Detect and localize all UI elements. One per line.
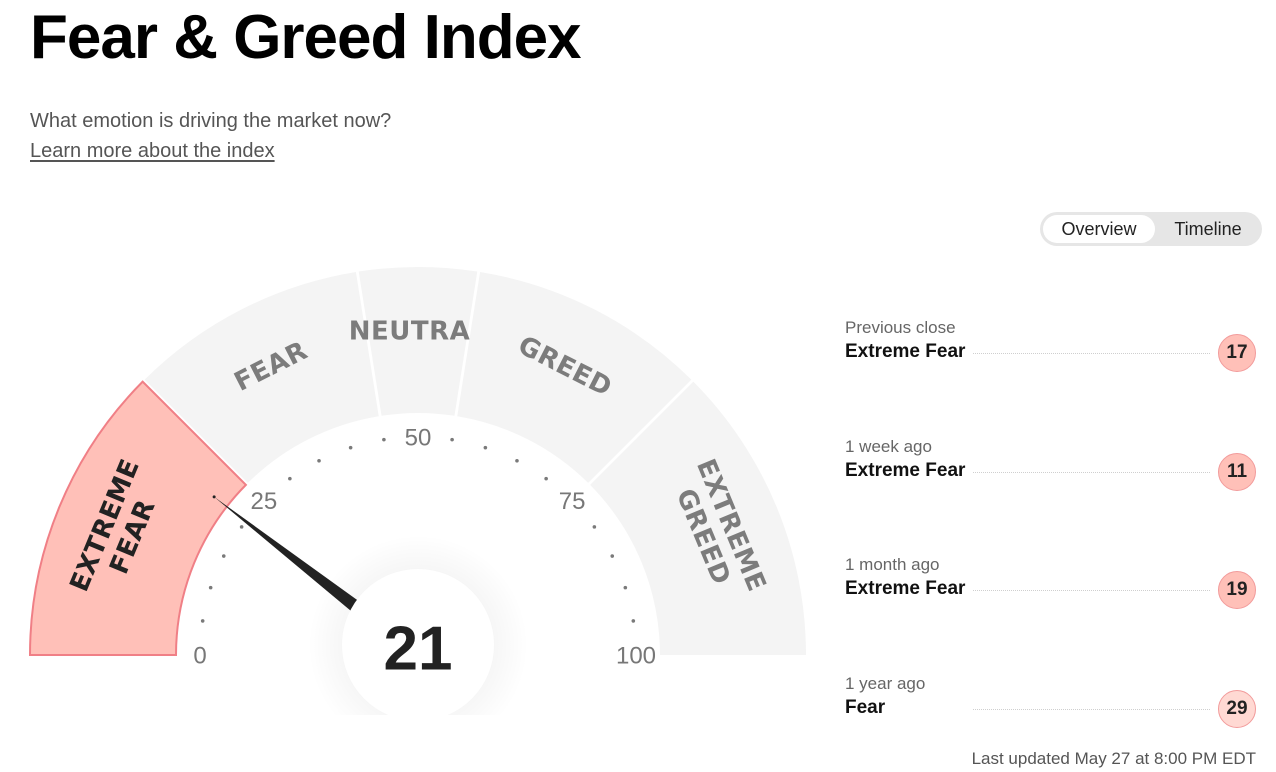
- gauge-tick-dot: [221, 554, 226, 558]
- toggle-timeline[interactable]: Timeline: [1174, 219, 1242, 239]
- gauge-tick-label: 50: [405, 424, 432, 451]
- gauge-tick-dot: [200, 619, 205, 623]
- history-label: Previous close: [845, 318, 956, 337]
- gauge-tick-dot: [515, 458, 519, 463]
- gauge-segment-extreme-fear: [28, 380, 248, 656]
- gauge-tick-dot: [592, 525, 597, 529]
- gauge-segment-extreme-greed: [590, 381, 806, 655]
- page-title: Fear & Greed Index: [30, 3, 582, 72]
- history-leader: [973, 590, 1210, 591]
- history-label: 1 year ago: [845, 674, 926, 693]
- gauge-tick-dot: [208, 585, 213, 590]
- gauge-tick-dot: [348, 445, 353, 450]
- gauge-segment-fear: [144, 271, 379, 483]
- gauge-tick-dot: [288, 476, 292, 481]
- last-updated-text: Last updated May 27 at 8:00 PM EDT: [971, 749, 1256, 768]
- toggle-overview[interactable]: Overview: [1043, 215, 1155, 243]
- gauge-tick-label: 0: [193, 642, 206, 669]
- history-rating: Extreme Fear: [845, 578, 966, 599]
- history-item-1-year-ago: 1 year ago Fear 29: [845, 674, 1260, 728]
- gauge-needle-tip: [212, 495, 216, 499]
- history-leader: [973, 472, 1210, 473]
- gauge-needle: [214, 496, 375, 624]
- history-score-badge: 29: [1218, 690, 1256, 728]
- gauge-tick-dot: [239, 525, 244, 529]
- history-leader: [973, 709, 1210, 710]
- learn-more-link[interactable]: Learn more about the index: [30, 140, 275, 162]
- gauge-tick-dot: [450, 437, 454, 442]
- page-subtitle: What emotion is driving the market now?: [30, 110, 392, 132]
- gauge-tick-dot: [317, 458, 321, 463]
- gauge-tick-label: 25: [250, 488, 277, 515]
- gauge-tick-dot: [544, 476, 548, 481]
- history-score-badge: 19: [1218, 571, 1256, 609]
- gauge-tick-label: 75: [559, 488, 586, 515]
- gauge-segment-greed: [457, 271, 692, 483]
- history-label: 1 month ago: [845, 555, 940, 574]
- gauge-tick-dot: [623, 585, 628, 590]
- history-score-badge: 11: [1218, 453, 1256, 491]
- history-rating: Fear: [845, 697, 886, 718]
- gauge-tick-dot: [610, 554, 615, 558]
- gauge-value: 21: [384, 614, 453, 683]
- history-item-previous-close: Previous close Extreme Fear 17: [845, 318, 1260, 372]
- history-rating: Extreme Fear: [845, 460, 966, 481]
- view-toggle: Overview Timeline: [1040, 212, 1262, 246]
- history-leader: [973, 353, 1210, 354]
- history-score-badge: 17: [1218, 334, 1256, 372]
- gauge-tick-dot: [382, 437, 386, 442]
- history-rating: Extreme Fear: [845, 341, 966, 362]
- gauge-segment-label: NEUTRAL: [349, 317, 488, 347]
- gauge-tick-dot: [631, 619, 636, 623]
- gauge-center-disc: [342, 569, 494, 715]
- gauge-tick-dot: [483, 445, 488, 450]
- gauge-tick-label: 100: [616, 642, 656, 669]
- history-item-1-week-ago: 1 week ago Extreme Fear 11: [845, 437, 1260, 491]
- gauge-segment-neutral: [358, 267, 478, 416]
- history-label: 1 week ago: [845, 437, 932, 456]
- history-item-1-month-ago: 1 month ago Extreme Fear 19: [845, 555, 1260, 609]
